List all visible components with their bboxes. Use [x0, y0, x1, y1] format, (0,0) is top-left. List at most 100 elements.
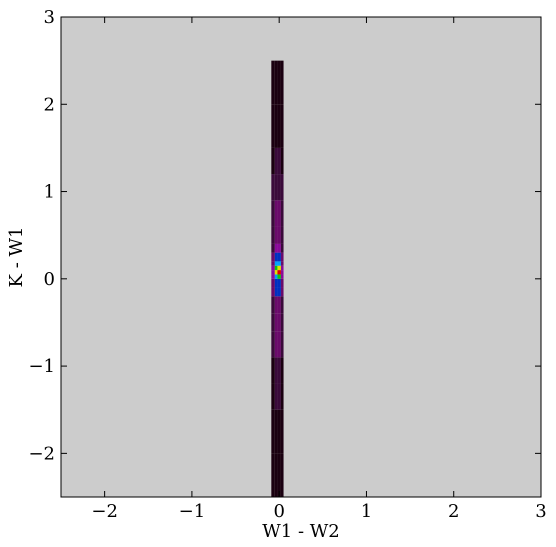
- density-cell: [271, 453, 275, 497]
- density-cell: [274, 409, 278, 454]
- density-cell: [280, 287, 284, 297]
- y-axis-label: K - W1: [6, 227, 27, 288]
- density-cell: [277, 104, 281, 148]
- density-cell: [277, 261, 281, 266]
- density-cell: [280, 261, 284, 266]
- density-cell: [277, 265, 281, 271]
- density-cell: [280, 226, 284, 244]
- density-cell: [280, 174, 284, 201]
- x-tick-label: −1: [179, 501, 206, 522]
- density-cell: [277, 453, 281, 497]
- density-cell: [271, 278, 275, 288]
- density-cell: [274, 296, 278, 314]
- density-cell: [274, 278, 278, 288]
- density-cell: [274, 252, 278, 262]
- density-cell: [277, 243, 281, 253]
- x-tick-label: 2: [448, 501, 459, 522]
- density-cell: [280, 104, 284, 148]
- y-tick-label: 3: [44, 7, 55, 28]
- density-cell: [271, 252, 275, 262]
- density-cell: [277, 313, 281, 332]
- density-cell: [271, 147, 275, 175]
- density-cell: [280, 278, 284, 288]
- density-cell: [274, 226, 278, 244]
- density-cell: [274, 200, 278, 227]
- y-tick-label: 1: [44, 182, 55, 203]
- density-cell: [271, 243, 275, 253]
- density-cell: [271, 383, 275, 410]
- x-tick-label: 3: [535, 501, 546, 522]
- x-tick-label: 0: [273, 501, 284, 522]
- density-cell: [271, 174, 275, 201]
- density-cell: [277, 287, 281, 297]
- density-cell: [274, 104, 278, 148]
- density-cell: [277, 174, 281, 201]
- density-cell: [280, 200, 284, 227]
- density-cell: [274, 357, 278, 384]
- density-cell: [280, 296, 284, 314]
- density-cell: [271, 313, 275, 332]
- x-tick-label: −2: [91, 501, 118, 522]
- density-cell: [274, 265, 278, 271]
- density-cell: [274, 243, 278, 253]
- density-cell: [277, 252, 281, 262]
- density-cell: [280, 274, 284, 279]
- density-cell: [277, 147, 281, 175]
- density-cell: [274, 174, 278, 201]
- density-cell: [271, 60, 275, 105]
- density-cell: [280, 265, 284, 271]
- y-tick-label: 0: [44, 269, 55, 290]
- density-cell: [271, 104, 275, 148]
- density-cell: [271, 200, 275, 227]
- density-cell: [274, 313, 278, 332]
- plot-area: [61, 17, 541, 497]
- density-cell: [271, 331, 275, 358]
- density-cell: [280, 313, 284, 332]
- density-cell: [271, 274, 275, 279]
- density-cell: [274, 453, 278, 497]
- density-cell: [280, 453, 284, 497]
- density-cell: [271, 261, 275, 266]
- density-cell: [277, 409, 281, 454]
- density-cell: [277, 278, 281, 288]
- density-cell: [280, 270, 284, 275]
- y-tick-label: −1: [28, 356, 55, 377]
- density-cell: [271, 296, 275, 314]
- y-tick-label: −2: [28, 443, 55, 464]
- x-axis-label: W1 - W2: [262, 521, 339, 542]
- density-cell: [274, 147, 278, 175]
- density-cell: [277, 383, 281, 410]
- x-tick-label: 1: [361, 501, 372, 522]
- density-cell: [274, 60, 278, 105]
- density-cell: [277, 331, 281, 358]
- density-cell: [271, 357, 275, 384]
- density-cell: [280, 60, 284, 105]
- density-cell: [271, 287, 275, 297]
- density-cell: [271, 409, 275, 454]
- density-cell: [280, 331, 284, 358]
- density-cell: [280, 252, 284, 262]
- density-cell: [277, 60, 281, 105]
- density-cell: [280, 409, 284, 454]
- density-cell: [271, 270, 275, 275]
- density-cell: [280, 243, 284, 253]
- density-cell: [274, 270, 278, 275]
- density-cell: [274, 287, 278, 297]
- density-cell: [280, 383, 284, 410]
- density-cell: [271, 226, 275, 244]
- density-cell: [274, 274, 278, 279]
- density-cell: [277, 200, 281, 227]
- density-cell: [277, 296, 281, 314]
- density-cell: [280, 357, 284, 384]
- density-cell: [277, 274, 281, 279]
- density-cell: [277, 270, 281, 275]
- density-cell: [271, 265, 275, 271]
- density-cell: [274, 261, 278, 266]
- density-cell: [277, 357, 281, 384]
- density-cell: [280, 147, 284, 175]
- density-cell: [277, 226, 281, 244]
- plot-frame: [60, 16, 542, 498]
- density-cell: [274, 331, 278, 358]
- density-cell: [274, 383, 278, 410]
